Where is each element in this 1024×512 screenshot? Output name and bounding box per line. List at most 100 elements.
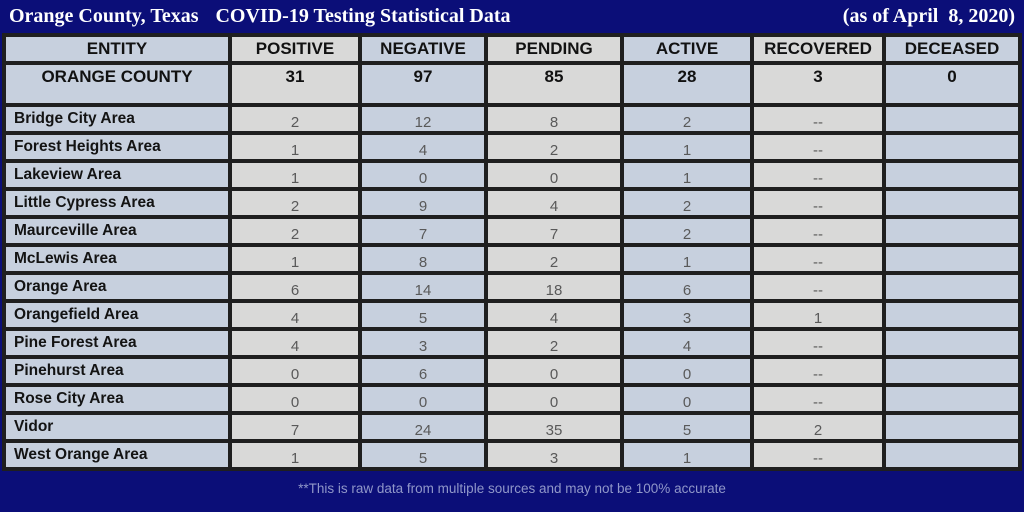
value-cell: 7 [488,219,620,243]
value-cell: 14 [362,275,484,299]
table-body: Bridge City Area 2 12 8 2 -- Forest Heights Ar… [6,107,1018,467]
value-cell: 0 [488,163,620,187]
value-cell: 1 [232,443,358,467]
table-row: Vidor 7 24 35 5 2 [6,415,1018,439]
value-cell: -- [754,247,882,271]
value-cell: 2 [624,107,750,131]
value-cell: 1 [624,247,750,271]
entity-cell: Rose City Area [6,387,228,411]
value-cell: 7 [362,219,484,243]
value-cell: 6 [362,359,484,383]
value-cell: 2 [232,191,358,215]
value-cell: 5 [624,415,750,439]
value-cell: -- [754,219,882,243]
value-cell: 7 [232,415,358,439]
value-cell: 2 [232,219,358,243]
title-location: Orange County, Texas [9,5,199,27]
value-cell: -- [754,387,882,411]
value-cell: 1 [624,163,750,187]
column-header-negative: NEGATIVE [362,37,484,61]
value-cell: 0 [488,359,620,383]
value-cell [886,387,1018,411]
page-title: Orange County, Texas COVID-19 Testing Sta… [9,5,511,28]
value-cell: 35 [488,415,620,439]
value-cell [886,107,1018,131]
value-cell: 1 [232,135,358,159]
value-cell: 2 [488,247,620,271]
entity-cell: West Orange Area [6,443,228,467]
value-cell: -- [754,331,882,355]
entity-cell: Orangefield Area [6,303,228,327]
table-row: McLewis Area 1 8 2 1 -- [6,247,1018,271]
value-cell: 24 [362,415,484,439]
column-header-recovered: RECOVERED [754,37,882,61]
summary-row: ORANGE COUNTY 31 97 85 28 3 0 [6,65,1018,103]
value-cell: 2 [488,331,620,355]
value-cell [886,219,1018,243]
value-cell: 0 [624,359,750,383]
value-cell: 1 [232,247,358,271]
value-cell: 8 [362,247,484,271]
summary-value-cell: 28 [624,65,750,103]
value-cell: 0 [232,359,358,383]
value-cell: 6 [232,275,358,299]
value-cell: 18 [488,275,620,299]
value-cell: 0 [624,387,750,411]
value-cell [886,247,1018,271]
entity-cell: Pinehurst Area [6,359,228,383]
summary-value-cell: 0 [886,65,1018,103]
entity-cell: Lakeview Area [6,163,228,187]
summary-value-cell: 3 [754,65,882,103]
table-row: Bridge City Area 2 12 8 2 -- [6,107,1018,131]
column-header-positive: POSITIVE [232,37,358,61]
column-header-deceased: DECEASED [886,37,1018,61]
value-cell [886,191,1018,215]
summary-entity-cell: ORANGE COUNTY [6,65,228,103]
column-header-active: ACTIVE [624,37,750,61]
value-cell: 6 [624,275,750,299]
value-cell: 3 [362,331,484,355]
table-row: Maurceville Area 2 7 7 2 -- [6,219,1018,243]
value-cell: 4 [232,303,358,327]
summary-value-cell: 85 [488,65,620,103]
entity-cell: Vidor [6,415,228,439]
value-cell: -- [754,275,882,299]
value-cell: 0 [232,387,358,411]
value-cell: 5 [362,443,484,467]
value-cell: 1 [232,163,358,187]
value-cell: 3 [624,303,750,327]
value-cell: 2 [232,107,358,131]
title-subject: COVID-19 Testing Statistical Data [215,5,511,27]
entity-cell: McLewis Area [6,247,228,271]
column-header-entity: ENTITY [6,37,228,61]
value-cell: -- [754,163,882,187]
value-cell: 4 [488,303,620,327]
value-cell: -- [754,191,882,215]
entity-cell: Orange Area [6,275,228,299]
value-cell: 4 [624,331,750,355]
value-cell: 5 [362,303,484,327]
table-row: Pine Forest Area 4 3 2 4 -- [6,331,1018,355]
entity-cell: Little Cypress Area [6,191,228,215]
value-cell: 9 [362,191,484,215]
table-row: Lakeview Area 1 0 0 1 -- [6,163,1018,187]
table-row: Rose City Area 0 0 0 0 -- [6,387,1018,411]
header-row: ENTITY POSITIVE NEGATIVE PENDING ACTIVE … [6,37,1018,61]
table-row: Little Cypress Area 2 9 4 2 -- [6,191,1018,215]
value-cell: 2 [624,191,750,215]
table-row: Orange Area 6 14 18 6 -- [6,275,1018,299]
summary-value-cell: 97 [362,65,484,103]
value-cell [886,163,1018,187]
value-cell: 0 [362,387,484,411]
value-cell [886,359,1018,383]
value-cell: 1 [754,303,882,327]
title-bar: Orange County, Texas COVID-19 Testing Sta… [0,0,1024,33]
summary-value-cell: 31 [232,65,358,103]
value-cell: 4 [362,135,484,159]
entity-cell: Forest Heights Area [6,135,228,159]
value-cell: -- [754,443,882,467]
value-cell: -- [754,135,882,159]
table-row: West Orange Area 1 5 3 1 -- [6,443,1018,467]
value-cell: 3 [488,443,620,467]
